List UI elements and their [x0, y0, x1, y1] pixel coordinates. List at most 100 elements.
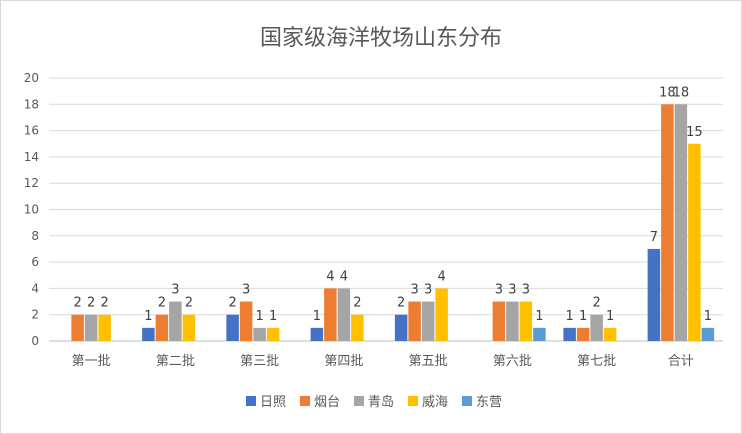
data-label: 18 — [659, 85, 676, 100]
chart-title: 国家级海洋牧场山东分布 — [260, 26, 502, 51]
bar — [182, 314, 196, 341]
legend-label: 东营 — [476, 395, 502, 410]
data-label: 3 — [242, 283, 250, 298]
bar — [647, 248, 661, 341]
legend-label: 青岛 — [368, 394, 394, 410]
bar — [533, 327, 546, 341]
gridlines — [49, 77, 723, 342]
data-label: 1 — [269, 309, 277, 324]
bar — [576, 327, 590, 341]
data-label: 7 — [650, 230, 658, 245]
data-label: 4 — [326, 269, 334, 284]
data-label: 15 — [686, 125, 703, 140]
bar — [226, 314, 239, 341]
y-tick-label: 0 — [31, 334, 39, 348]
data-label: 1 — [313, 309, 321, 324]
bar — [169, 301, 182, 341]
bar — [408, 301, 421, 341]
y-tick-label: 2 — [31, 308, 39, 322]
legend-swatch — [462, 396, 472, 406]
data-label: 1 — [144, 309, 152, 324]
bar — [239, 301, 253, 341]
data-label: 2 — [397, 296, 405, 311]
bar — [701, 327, 715, 341]
bar — [351, 314, 364, 341]
legend-label: 烟台 — [314, 395, 340, 410]
y-tick-label: 8 — [31, 229, 39, 243]
y-tick-label: 20 — [24, 71, 39, 85]
legend-swatch — [408, 396, 418, 406]
data-label: 3 — [171, 283, 179, 298]
data-label: 2 — [353, 296, 361, 311]
y-tick-label: 6 — [31, 255, 39, 269]
y-tick-label: 12 — [24, 176, 39, 190]
data-label: 2 — [158, 296, 166, 311]
data-label: 3 — [424, 283, 432, 298]
data-label: 1 — [535, 309, 543, 324]
data-label: 1 — [255, 309, 263, 324]
y-tick-label: 4 — [31, 281, 39, 295]
y-tick-label: 10 — [24, 203, 39, 217]
bar — [688, 143, 701, 341]
bar — [603, 327, 617, 341]
bar — [337, 288, 351, 341]
bar — [394, 314, 408, 341]
bar — [324, 288, 337, 341]
y-tick-label: 18 — [24, 97, 39, 111]
bar — [98, 314, 111, 341]
x-category-label: 第五批 — [409, 354, 448, 369]
data-label: 1 — [606, 309, 614, 324]
data-label: 4 — [437, 269, 445, 284]
x-category-label: 第六批 — [493, 354, 532, 369]
data-label: 2 — [185, 296, 193, 311]
bar — [674, 104, 688, 341]
y-tick-label: 16 — [24, 124, 39, 138]
legend-swatch — [246, 396, 256, 406]
bar — [71, 314, 84, 341]
data-label: 3 — [508, 283, 516, 298]
bar — [492, 301, 506, 341]
x-category-label: 第七批 — [577, 354, 616, 369]
bar — [421, 301, 435, 341]
bar — [253, 327, 266, 341]
bar — [506, 301, 519, 341]
bar — [519, 301, 533, 341]
bars — [71, 104, 715, 341]
data-label: 1 — [704, 309, 712, 324]
data-label: 2 — [73, 296, 81, 311]
data-label: 3 — [522, 283, 530, 298]
data-label: 2 — [592, 296, 600, 311]
data-label: 1 — [565, 309, 573, 324]
data-label: 2 — [228, 296, 236, 311]
x-category-label: 第一批 — [72, 354, 111, 369]
bar — [661, 104, 674, 341]
bar — [155, 314, 169, 341]
y-axis-ticks: 0 2 4 6 8 10 12 14 16 18 20 — [24, 71, 39, 348]
bar — [435, 288, 448, 341]
x-category-label: 第二批 — [156, 354, 195, 369]
legend: 日照 烟台 青岛 威海 东营 — [246, 394, 502, 410]
data-label: 1 — [579, 309, 587, 324]
legend-swatch — [354, 396, 364, 406]
bar — [590, 314, 603, 341]
bar — [310, 327, 324, 341]
data-label: 18 — [673, 85, 690, 100]
x-category-label: 第四批 — [324, 354, 363, 369]
y-tick-label: 14 — [24, 150, 39, 164]
data-label: 3 — [410, 283, 418, 298]
x-category-label: 第三批 — [240, 354, 279, 369]
bar — [142, 327, 155, 341]
bar — [84, 314, 98, 341]
legend-label: 日照 — [260, 395, 286, 410]
data-label: 3 — [495, 283, 503, 298]
x-axis-categories: 第一批 第二批 第三批 第四批 第五批 第六批 第七批 合计 — [72, 354, 694, 369]
bar — [563, 327, 576, 341]
legend-label: 威海 — [422, 395, 448, 410]
data-label: 2 — [87, 296, 95, 311]
bar — [266, 327, 280, 341]
data-label: 4 — [340, 269, 348, 284]
legend-swatch — [300, 396, 310, 406]
